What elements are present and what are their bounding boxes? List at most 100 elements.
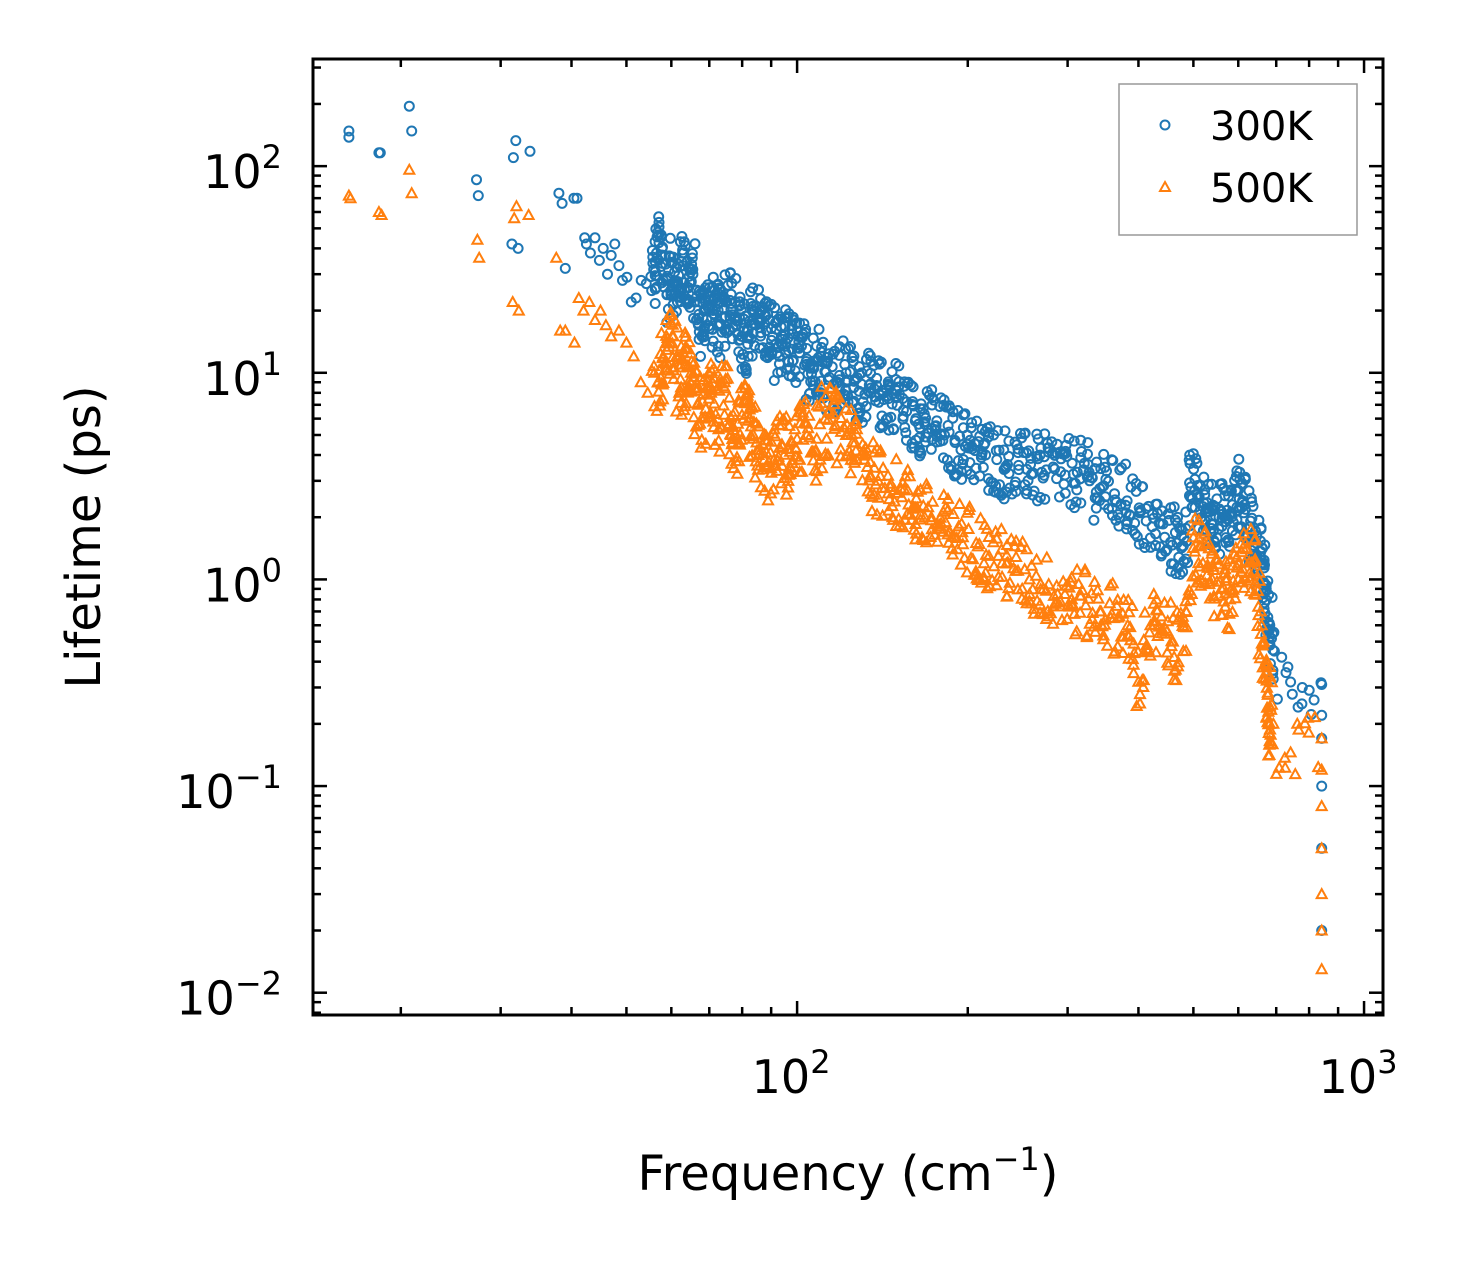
point-300K-722 bbox=[1003, 468, 1015, 479]
point-500K-659 bbox=[1079, 598, 1093, 611]
point-500K-480 bbox=[909, 526, 923, 539]
point-300K-767 bbox=[1038, 469, 1050, 481]
point-300K-475 bbox=[833, 374, 845, 386]
point-300K-884 bbox=[1140, 503, 1152, 514]
point-500K-725 bbox=[1138, 605, 1152, 618]
point-300K-927 bbox=[1177, 566, 1189, 578]
point-500K-470 bbox=[903, 469, 917, 482]
point-300K-589 bbox=[907, 381, 919, 393]
point-500K-268 bbox=[761, 493, 775, 506]
point-500K-68 bbox=[662, 366, 677, 379]
point-500K-502 bbox=[925, 494, 940, 507]
point-500K-669 bbox=[1091, 591, 1105, 604]
point-300K-539 bbox=[875, 356, 887, 368]
tick-labels: 102 103 102 101 100 10−1 10−2 bbox=[176, 138, 1397, 1104]
point-500K-702 bbox=[1122, 605, 1136, 618]
point-500K-234 bbox=[743, 410, 757, 423]
point-300K-15 bbox=[559, 262, 571, 274]
point-300K-85 bbox=[664, 232, 676, 244]
point-300K-461 bbox=[826, 361, 838, 373]
point-500K-187 bbox=[718, 372, 733, 385]
point-300K-1040 bbox=[1233, 453, 1245, 465]
point-500K-670 bbox=[1088, 624, 1102, 637]
point-300K-840 bbox=[1103, 475, 1114, 487]
point-300K-1152 bbox=[1308, 694, 1320, 706]
point-500K-838 bbox=[1219, 571, 1233, 584]
point-300K-882 bbox=[1139, 542, 1151, 553]
point-500K-939 bbox=[1265, 736, 1279, 749]
point-300K-450 bbox=[823, 348, 835, 360]
point-500K-562 bbox=[980, 581, 994, 594]
point-300K-29 bbox=[621, 271, 633, 283]
point-300K-809 bbox=[1075, 434, 1087, 446]
point-300K-248 bbox=[724, 267, 736, 279]
point-300K-276 bbox=[735, 352, 747, 364]
point-500K-765 bbox=[1171, 655, 1186, 668]
point-500K-158 bbox=[707, 396, 721, 409]
point-500K-591 bbox=[1009, 549, 1023, 562]
point-500K-170 bbox=[713, 444, 727, 457]
point-300K-375 bbox=[783, 355, 794, 367]
legend-marker-300k bbox=[1159, 119, 1171, 131]
point-500K-959 bbox=[1315, 962, 1329, 975]
point-500K-692 bbox=[1112, 609, 1126, 622]
point-300K-833 bbox=[1099, 491, 1111, 503]
point-300K-11 bbox=[512, 242, 524, 254]
point-500K-954 bbox=[1315, 762, 1329, 775]
point-300K-639 bbox=[943, 426, 955, 438]
point-500K-675 bbox=[1094, 604, 1108, 617]
point-500K-637 bbox=[1058, 586, 1072, 599]
point-300K-556 bbox=[882, 378, 894, 390]
point-300K-401 bbox=[794, 317, 805, 329]
point-500K-688 bbox=[1110, 598, 1124, 611]
point-300K-1079 bbox=[1246, 496, 1258, 508]
point-300K-926 bbox=[1173, 551, 1185, 563]
point-500K-816 bbox=[1205, 546, 1219, 559]
point-500K-351 bbox=[809, 443, 823, 456]
point-500K-242 bbox=[744, 429, 758, 442]
point-300K-614 bbox=[926, 384, 938, 396]
point-500K-540 bbox=[964, 551, 978, 564]
point-500K-501 bbox=[924, 510, 938, 523]
point-300K-214 bbox=[714, 352, 726, 364]
point-500K-552 bbox=[973, 511, 988, 524]
point-300K-561 bbox=[890, 358, 902, 369]
point-300K-718 bbox=[998, 493, 1010, 505]
point-300K-392 bbox=[793, 342, 805, 354]
point-300K-511 bbox=[854, 402, 866, 414]
point-300K-604 bbox=[915, 398, 927, 410]
point-500K-353 bbox=[809, 473, 823, 486]
point-500K-774 bbox=[1179, 643, 1193, 656]
point-500K-48 bbox=[654, 326, 669, 339]
point-500K-860 bbox=[1235, 561, 1250, 574]
point-500K-188 bbox=[722, 390, 736, 403]
point-300K-714 bbox=[999, 425, 1011, 437]
point-300K-163 bbox=[695, 350, 706, 362]
point-300K-873 bbox=[1130, 478, 1142, 489]
y-axis-label: Lifetime (ps) bbox=[56, 385, 112, 688]
point-300K-252 bbox=[730, 273, 742, 284]
point-300K-799 bbox=[1068, 435, 1080, 447]
point-500K-706 bbox=[1123, 620, 1137, 633]
point-500K-842 bbox=[1222, 622, 1237, 635]
point-300K-1142 bbox=[1276, 651, 1288, 663]
point-300K-935 bbox=[1180, 553, 1192, 565]
point-500K-668 bbox=[1085, 611, 1099, 624]
point-500K-18 bbox=[576, 303, 591, 316]
point-500K-568 bbox=[987, 559, 1001, 572]
point-300K-913 bbox=[1170, 568, 1182, 580]
point-300K-522 bbox=[861, 365, 873, 377]
point-500K-730 bbox=[1142, 625, 1157, 638]
point-300K-31 bbox=[630, 292, 642, 304]
point-500K-464 bbox=[896, 520, 910, 533]
point-300K-955 bbox=[1191, 457, 1203, 469]
point-500K-419 bbox=[857, 452, 871, 465]
point-300K-1145 bbox=[1285, 676, 1297, 688]
point-500K-408 bbox=[850, 422, 864, 435]
point-500K-782 bbox=[1186, 569, 1200, 582]
point-500K-803 bbox=[1198, 537, 1212, 550]
point-300K-803 bbox=[1070, 496, 1082, 508]
point-300K-27 bbox=[613, 260, 625, 272]
point-300K-143 bbox=[685, 276, 697, 288]
